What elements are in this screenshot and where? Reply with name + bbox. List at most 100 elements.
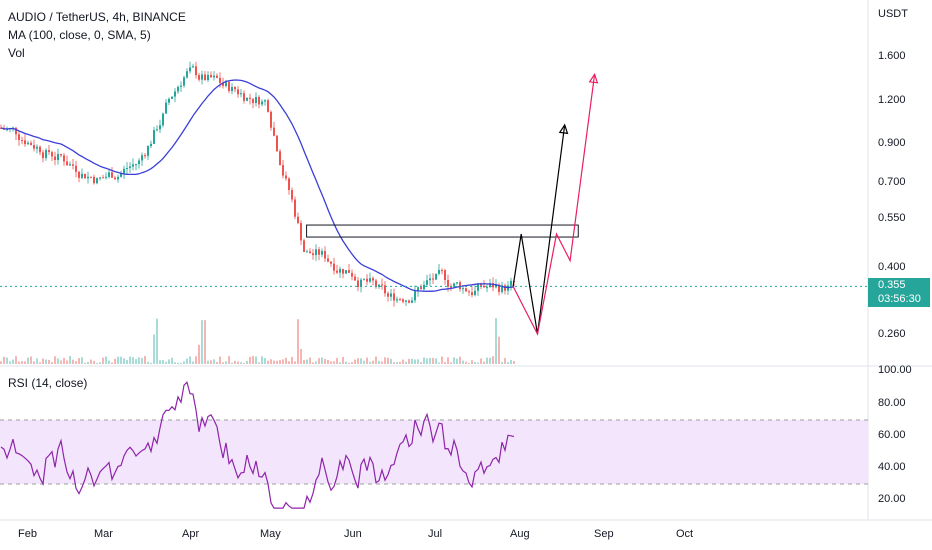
- candle-body: [48, 150, 50, 153]
- rsi-tick: 60.00: [878, 429, 906, 441]
- volume-bar: [135, 359, 137, 364]
- candle-body: [192, 66, 194, 68]
- rsi-legend[interactable]: RSI (14, close): [8, 376, 88, 390]
- candle-body: [330, 261, 332, 264]
- candle-body: [345, 270, 347, 274]
- projection-arrow-black[interactable]: [512, 124, 566, 335]
- volume-bar: [390, 358, 392, 364]
- candle-body: [510, 280, 512, 286]
- candle-body: [240, 93, 242, 95]
- volume-bar: [273, 360, 275, 364]
- candle-body: [222, 82, 224, 86]
- candle-body: [348, 270, 350, 273]
- volume-bar: [66, 360, 68, 364]
- candle-body: [246, 97, 248, 101]
- candle-body: [414, 291, 416, 301]
- candlesticks[interactable]: [0, 61, 515, 307]
- candle-body: [309, 251, 311, 254]
- candle-body: [258, 96, 260, 105]
- candle-body: [99, 177, 101, 179]
- volume-bar: [375, 356, 377, 364]
- volume-bar: [153, 334, 155, 364]
- candle-body: [96, 178, 98, 184]
- volume-bar: [366, 357, 368, 364]
- candle-body: [459, 282, 461, 290]
- candle-body: [453, 283, 455, 287]
- volume-bar: [171, 357, 173, 364]
- volume-bar: [69, 356, 71, 364]
- candle-body: [93, 176, 95, 184]
- candle-body: [249, 97, 251, 99]
- candle-body: [111, 172, 113, 178]
- volume-bar: [255, 356, 257, 364]
- candle-body: [447, 279, 449, 287]
- volume-bar: [180, 362, 182, 364]
- rsi-tick: 20.00: [878, 493, 906, 505]
- candle-body: [468, 291, 470, 293]
- volume-bar: [78, 358, 80, 364]
- volume-bar: [18, 361, 20, 364]
- volume-bar: [411, 358, 413, 364]
- candle-body: [252, 98, 254, 104]
- time-tick: Jun: [344, 528, 362, 540]
- candle-body: [150, 143, 152, 147]
- projection-arrow-red[interactable]: [512, 74, 596, 336]
- volume-bar: [33, 361, 35, 364]
- volume-bar: [378, 360, 380, 364]
- volume-bar: [369, 361, 371, 364]
- volume-bar: [108, 360, 110, 364]
- candle-body: [360, 279, 362, 287]
- volume-bar: [399, 361, 401, 364]
- candle-body: [429, 278, 431, 281]
- volume-bar: [75, 361, 77, 364]
- volume-bar: [45, 359, 47, 364]
- time-tick: May: [260, 528, 281, 540]
- candle-body: [105, 176, 107, 178]
- candle-body: [216, 75, 218, 78]
- candle-body: [198, 75, 200, 80]
- candle-body: [285, 175, 287, 179]
- volume-bar: [54, 356, 56, 364]
- volume-bar: [327, 359, 329, 364]
- resistance-zone[interactable]: [306, 224, 579, 238]
- volume-bar: [237, 361, 239, 364]
- candle-body: [297, 216, 299, 224]
- volume-bar: [36, 358, 38, 364]
- candle-body: [72, 164, 74, 166]
- volume-bar: [441, 356, 443, 364]
- volume-bar: [477, 362, 479, 364]
- volume-bar: [492, 356, 494, 364]
- volume-bar: [24, 361, 26, 364]
- candle-body: [195, 66, 197, 76]
- volume-bar: [303, 359, 305, 364]
- candle-body: [114, 177, 116, 180]
- volume-bar: [168, 359, 170, 364]
- volume-bar: [42, 358, 44, 364]
- volume-bar: [165, 361, 167, 364]
- volume-bar: [483, 361, 485, 364]
- volume-bar: [90, 359, 92, 364]
- ma-legend[interactable]: MA (100, close, 0, SMA, 5): [8, 28, 151, 42]
- volume-bar: [444, 362, 446, 364]
- volume-bar: [402, 359, 404, 364]
- current-price-badge: 0.355: [868, 278, 930, 293]
- candle-body: [33, 145, 35, 149]
- volume-bar: [210, 360, 212, 364]
- volume-bar: [381, 361, 383, 364]
- candle-body: [183, 77, 185, 86]
- volume-bar: [294, 361, 296, 364]
- candle-body: [228, 82, 230, 92]
- candle-body: [306, 251, 308, 253]
- vol-legend[interactable]: Vol: [8, 46, 25, 60]
- volume-bar: [6, 357, 8, 364]
- candle-body: [501, 285, 503, 292]
- volume-bar: [252, 356, 254, 364]
- candle-body: [378, 284, 380, 287]
- candle-body: [315, 249, 317, 256]
- rsi-band: [0, 420, 868, 484]
- volume-bar: [471, 360, 473, 364]
- volume-bar: [360, 358, 362, 364]
- arrowhead-black-icon: [558, 123, 569, 135]
- candle-body: [165, 102, 167, 114]
